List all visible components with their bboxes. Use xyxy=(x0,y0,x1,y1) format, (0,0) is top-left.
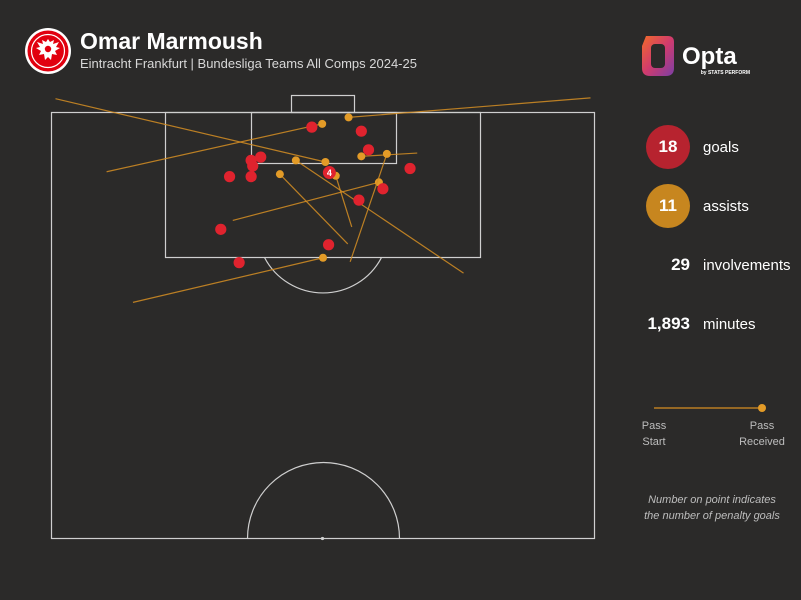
legend-graphic xyxy=(654,404,766,412)
opta-tagline: by STATS PERFORM xyxy=(701,70,750,76)
penalty-arc xyxy=(263,257,383,294)
penalty-footnote: Number on point indicates the number of … xyxy=(636,492,788,524)
involvements-label: involvements xyxy=(703,256,791,274)
assist-received-point xyxy=(357,152,366,161)
goal-point xyxy=(404,162,416,175)
player-name: Omar Marmoush xyxy=(80,28,263,54)
assist-pass-line xyxy=(348,97,591,118)
goal-point xyxy=(306,121,318,133)
stat-involvements: 29 involvements xyxy=(646,243,791,287)
assist-pass-line xyxy=(55,98,326,163)
goal-point xyxy=(355,125,367,137)
goal-point xyxy=(247,160,259,172)
centre-circle xyxy=(246,461,401,539)
legend-pass-start-line2: Start xyxy=(642,436,666,448)
legend-pass-received-line1: Pass xyxy=(749,420,775,432)
assist-received-point xyxy=(291,156,300,165)
stat-minutes: 1,893 minutes xyxy=(630,302,756,346)
goal-point xyxy=(215,223,227,235)
stat-goals: 18 goals xyxy=(646,125,739,169)
goals-value-badge: 18 xyxy=(646,125,690,169)
assist-received-point xyxy=(321,157,330,166)
goal-point xyxy=(223,171,236,183)
goal-point xyxy=(233,257,245,269)
assist-layer xyxy=(55,97,591,303)
pitch-outline xyxy=(50,111,596,540)
minutes-label: minutes xyxy=(703,315,756,333)
goal-point xyxy=(245,171,257,183)
goal-point xyxy=(322,166,336,180)
footnote-line1: Number on point indicates xyxy=(648,494,776,506)
assist-received-point xyxy=(344,113,353,122)
assists-label: assists xyxy=(703,197,749,215)
assist-received-point xyxy=(318,119,327,128)
goal-point xyxy=(377,183,389,195)
assist-pass-line xyxy=(295,159,464,274)
assist-received-point xyxy=(382,149,391,158)
minutes-value: 1,893 xyxy=(647,314,690,333)
goal-point xyxy=(322,239,335,251)
involvements-value: 29 xyxy=(671,255,690,274)
opta-wordmark: Opta xyxy=(682,43,737,70)
centre-spot xyxy=(320,536,325,541)
assist-pass-line xyxy=(232,181,380,222)
legend-pass-received-line2: Received xyxy=(739,436,785,448)
goals-label: goals xyxy=(703,138,739,156)
assists-value-badge: 11 xyxy=(646,184,690,228)
stat-assists: 11 assists xyxy=(646,184,749,228)
assist-received-point xyxy=(275,170,284,179)
legend-pass-start: Pass Start xyxy=(624,418,684,450)
club-crest-icon xyxy=(25,28,71,74)
assist-pass-line xyxy=(106,123,323,173)
penalty-goal-count-label: 4 xyxy=(327,168,332,178)
assist-pass-line xyxy=(132,257,324,303)
penalty-box xyxy=(164,111,482,259)
goal-point xyxy=(353,194,365,206)
goal-layer: 4 xyxy=(215,121,416,269)
opta-logo-icon: Opta by STATS PERFORM xyxy=(642,36,750,76)
goal-point xyxy=(362,144,375,156)
legend-pass-received-point xyxy=(758,404,766,412)
goal xyxy=(290,94,356,114)
assist-received-point xyxy=(319,253,327,262)
assist-pass-line xyxy=(335,175,353,228)
legend-pass-start-line1: Pass xyxy=(641,420,667,432)
footnote-line2: the number of penalty goals xyxy=(644,510,780,522)
goal-point xyxy=(255,151,267,163)
assist-pass-line xyxy=(279,173,349,245)
chart-subtitle: Eintracht Frankfurt | Bundesliga Teams A… xyxy=(80,56,417,71)
assist-pass-line xyxy=(349,153,388,262)
legend-pass-received: Pass Received xyxy=(732,418,792,450)
